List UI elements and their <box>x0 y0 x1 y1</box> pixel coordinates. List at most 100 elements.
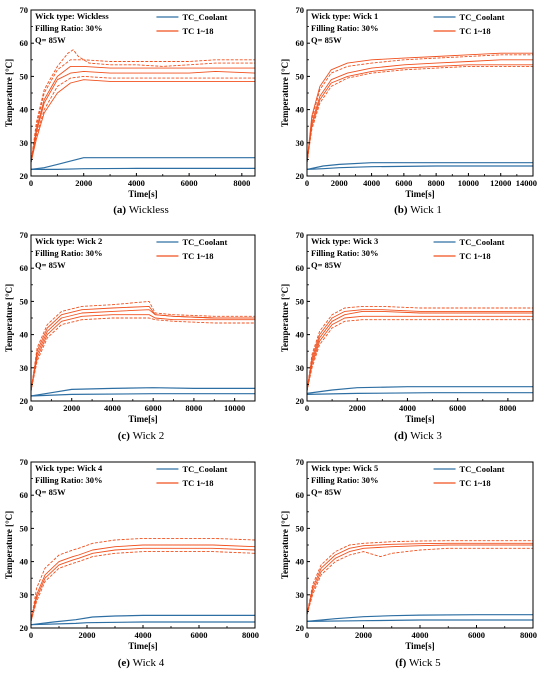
tc-series-line <box>306 544 533 615</box>
y-tick-label: 30 <box>20 363 29 373</box>
coolant-series-line <box>30 393 255 397</box>
annotation-text: Filling Ratio: 30% <box>35 23 103 33</box>
annotation-text: Q= 85W <box>311 260 342 270</box>
y-tick-label: 40 <box>20 557 29 567</box>
annotation-text: Filling Ratio: 30% <box>35 248 103 258</box>
tc-series-line <box>306 547 533 615</box>
y-tick-label: 30 <box>20 590 29 600</box>
chart-panel: 20 30 40 50 60 70 0 2000 4000 6000 8000 10000 Time[s… <box>4 230 256 442</box>
y-axis-label: Temperature [°C] <box>280 284 290 352</box>
panel-caption: (a) Wickless <box>113 204 168 216</box>
legend-coolant-label: TC_Coolant <box>460 464 505 474</box>
caption-name: Wick 5 <box>409 657 441 669</box>
annotation-text: Wick type: Wick 4 <box>35 463 103 473</box>
panel-caption: (d) Wick 3 <box>394 430 442 442</box>
tc-series-line <box>30 49 255 163</box>
x-tick-label: 14000 <box>516 178 537 188</box>
caption-letter: (b) <box>394 204 408 216</box>
x-tick-label: 0 <box>29 630 33 640</box>
chart-panel: 20 30 40 50 60 70 0 2000 4000 6000 8000 Time[s] Temp… <box>4 5 256 216</box>
x-tick-label: 6000 <box>191 630 208 640</box>
panel-caption: (f) Wick 5 <box>395 657 441 669</box>
coolant-series-line <box>30 387 255 397</box>
annotation-text: Q= 85W <box>311 487 342 497</box>
chart-panel: 20 30 40 50 60 70 0 2000 4000 6000 8000 10000 12000 1… <box>280 5 537 216</box>
tc-series-line <box>30 317 255 392</box>
y-tick-label: 20 <box>20 171 29 181</box>
tc-series-line <box>30 309 255 392</box>
legend-coolant-label: TC_Coolant <box>460 237 505 247</box>
x-tick-label: 4000 <box>412 630 429 640</box>
x-axis-label: Time[s] <box>405 641 434 651</box>
coolant-series-line <box>306 386 533 394</box>
x-tick-label: 0 <box>29 178 33 188</box>
annotation-text: Wick type: Wickless <box>35 11 109 21</box>
coolant-series-line <box>306 614 533 622</box>
x-tick-label: 8000 <box>242 630 259 640</box>
annotation-text: Q= 85W <box>311 35 342 45</box>
y-tick-label: 50 <box>20 296 29 306</box>
annotation-text: Filling Ratio: 30% <box>311 23 379 33</box>
y-axis-label: Temperature [°C] <box>4 284 14 352</box>
y-tick-label: 50 <box>296 71 305 81</box>
y-tick-label: 60 <box>20 263 29 273</box>
y-tick-label: 70 <box>20 457 29 467</box>
caption-letter: (c) <box>118 430 131 442</box>
legend-coolant-label: TC_Coolant <box>182 12 227 22</box>
coolant-series-line <box>306 619 533 622</box>
legend-coolant-label: TC_Coolant <box>182 464 227 474</box>
series-group <box>306 305 533 395</box>
y-axis-label: Temperature [°C] <box>4 59 14 127</box>
caption-letter: (f) <box>395 657 406 669</box>
tc-series-line <box>306 319 533 392</box>
annotation-text: Filling Ratio: 30% <box>311 475 379 485</box>
tc-series-line <box>306 64 533 163</box>
legend-tc-label: TC 1~18 <box>460 26 491 36</box>
y-tick-label: 60 <box>296 38 305 48</box>
x-tick-label: 4000 <box>128 178 145 188</box>
chart-panel: 20 30 40 50 60 70 0 2000 4000 6000 8000 Time[s] Temp… <box>280 230 534 442</box>
x-axis-label: Time[s] <box>405 414 434 424</box>
caption-letter: (a) <box>113 204 126 216</box>
panel-caption: (c) Wick 2 <box>118 430 165 442</box>
y-tick-label: 50 <box>296 296 305 306</box>
y-tick-label: 20 <box>20 623 29 633</box>
series-group <box>30 300 255 397</box>
coolant-series-line <box>30 157 255 170</box>
annotation-text: Filling Ratio: 30% <box>311 248 379 258</box>
tc-series-line <box>30 70 256 163</box>
tc-series-line <box>306 59 533 163</box>
legend-tc-label: TC 1~18 <box>182 478 213 488</box>
y-tick-label: 50 <box>296 523 305 533</box>
x-tick-label: 8000 <box>520 630 537 640</box>
x-axis-label: Time[s] <box>405 189 434 199</box>
tc-series-line <box>30 544 256 622</box>
y-tick-label: 40 <box>296 105 305 115</box>
series-group <box>306 540 533 622</box>
tc-series-line <box>30 75 255 163</box>
y-tick-label: 40 <box>296 557 305 567</box>
y-tick-label: 70 <box>20 5 29 15</box>
legend-tc-label: TC 1~18 <box>460 478 491 488</box>
y-tick-label: 30 <box>296 363 305 373</box>
x-tick-label: 8000 <box>428 178 445 188</box>
annotation-text: Q= 85W <box>35 260 66 270</box>
x-tick-label: 4000 <box>363 178 380 188</box>
y-tick-label: 70 <box>296 5 305 15</box>
tc-series-line <box>306 65 533 163</box>
tc-series-line <box>306 540 533 615</box>
caption-letter: (d) <box>394 430 408 442</box>
y-tick-label: 70 <box>296 230 305 240</box>
y-tick-label: 30 <box>20 138 29 148</box>
x-axis-label: Time[s] <box>128 641 157 651</box>
coolant-series-line <box>30 621 255 626</box>
tc-series-line <box>30 79 255 163</box>
x-tick-label: 0 <box>305 630 309 640</box>
x-tick-label: 6000 <box>395 178 412 188</box>
x-axis-label: Time[s] <box>128 414 157 424</box>
x-tick-label: 4000 <box>135 630 152 640</box>
caption-name: Wickless <box>129 204 169 216</box>
x-tick-label: 2000 <box>355 630 372 640</box>
y-tick-label: 50 <box>20 523 29 533</box>
